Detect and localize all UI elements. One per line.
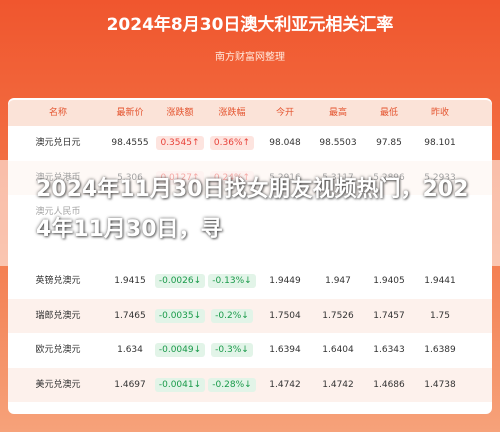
subtitle: 南方财富网整理 (215, 52, 285, 63)
change-pill: -0.0026↓ (154, 274, 206, 288)
change-pill: -0.28%↓ (208, 377, 256, 392)
cell-value: 1.947 (325, 276, 351, 286)
cell-value: 1.4742 (269, 379, 301, 390)
column-header: 昨收 (430, 108, 449, 118)
cell-value: 98.101 (424, 138, 456, 148)
cell-value: -0.13%↓ (202, 274, 262, 288)
cell-value: 1.6389 (424, 345, 456, 355)
column-header: 最低 (379, 108, 398, 118)
change-pill: -0.13%↓ (208, 274, 256, 288)
column-header: 最新价 (116, 108, 144, 118)
row-name: 澳元兑日元 (35, 138, 81, 148)
cell-value: 1.6343 (373, 345, 405, 355)
cell-value: -0.2%↓ (202, 308, 262, 323)
cell-value: 97.85 (376, 138, 402, 148)
cell-value: 0.3545↑ (150, 136, 210, 150)
cell-value: 1.4742 (322, 379, 354, 390)
cell-value: 1.7457 (373, 310, 405, 321)
change-pill: -0.0035↓ (154, 308, 206, 323)
cell-value: 98.4555 (111, 138, 149, 148)
cell-value: -0.0041↓ (150, 377, 210, 392)
cell-value: 98.5503 (319, 138, 357, 148)
cell-value: 1.6404 (322, 345, 354, 355)
column-header: 今开 (275, 108, 294, 118)
cell-value: 1.634 (117, 345, 143, 355)
cell-value: 1.9449 (269, 276, 301, 286)
change-pill: 0.36%↑ (209, 136, 255, 150)
row-name: 瑞郎兑澳元 (35, 310, 81, 321)
cell-value: 1.9415 (114, 276, 146, 286)
cell-value: 1.9441 (424, 276, 456, 286)
overlay-text: 2024年11月30日找女朋友视频热门，2024年11月30日，寻 (36, 177, 469, 242)
change-pill: -0.0041↓ (154, 377, 206, 392)
cell-value: -0.3%↓ (202, 343, 262, 357)
row-name: 英镑兑澳元 (35, 276, 81, 286)
overlay-band (0, 160, 500, 266)
title: 2024年8月30日澳大利亚元相关汇率 (106, 15, 394, 35)
cell-value: 1.7465 (114, 310, 146, 321)
column-header: 涨跌额 (166, 108, 194, 118)
cell-value: 1.4738 (424, 379, 456, 390)
cell-value: -0.0035↓ (150, 308, 210, 323)
change-pill: -0.3%↓ (211, 343, 253, 357)
table-header (8, 100, 492, 126)
cell-value: 1.4697 (114, 379, 146, 390)
change-pill: -0.2%↓ (211, 308, 253, 323)
cell-value: 0.36%↑ (202, 136, 262, 150)
cell-value: -0.0049↓ (150, 343, 210, 357)
cell-value: 1.9405 (373, 276, 405, 286)
cell-value: 1.7504 (269, 310, 301, 321)
cell-value: 1.4686 (373, 379, 405, 390)
cell-value: 1.6394 (269, 345, 301, 355)
column-header: 名称 (48, 108, 67, 118)
change-pill: -0.0049↓ (154, 343, 206, 357)
cell-value: -0.0026↓ (150, 274, 210, 288)
cell-value: 1.75 (429, 310, 451, 321)
row-name: 欧元兑澳元 (35, 345, 81, 355)
column-header: 涨跌幅 (218, 108, 246, 118)
cell-value: -0.28%↓ (202, 377, 262, 392)
cell-value: 1.7526 (322, 310, 354, 321)
change-pill: 0.3545↑ (156, 136, 204, 150)
cell-value: 98.048 (269, 138, 301, 148)
column-header: 最高 (328, 108, 347, 118)
row-name: 美元兑澳元 (35, 379, 81, 390)
